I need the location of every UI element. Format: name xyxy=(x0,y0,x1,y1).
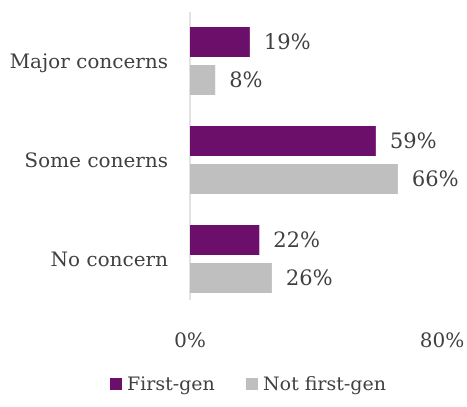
data-label: 26% xyxy=(286,266,333,290)
category-label: No concern xyxy=(51,247,169,271)
category-label: Major concerns xyxy=(10,49,168,73)
bar-first-gen xyxy=(190,27,250,57)
category-label: Some conerns xyxy=(24,148,168,172)
data-label: 8% xyxy=(229,68,262,92)
legend-label: Not first-gen xyxy=(263,373,386,395)
x-tick-label: 80% xyxy=(420,328,464,352)
data-label: 19% xyxy=(264,30,311,54)
bar-not-first-gen xyxy=(190,263,272,293)
legend-swatch xyxy=(110,378,122,390)
bar-first-gen xyxy=(190,126,376,156)
legend-swatch xyxy=(246,378,258,390)
data-label: 59% xyxy=(390,129,437,153)
bar-not-first-gen xyxy=(190,164,398,194)
data-label: 22% xyxy=(273,228,320,252)
legend-label: First-gen xyxy=(127,373,215,395)
data-label: 66% xyxy=(412,167,459,191)
bar-not-first-gen xyxy=(190,65,216,95)
bar-first-gen xyxy=(190,225,260,255)
x-tick-label: 0% xyxy=(174,328,206,352)
